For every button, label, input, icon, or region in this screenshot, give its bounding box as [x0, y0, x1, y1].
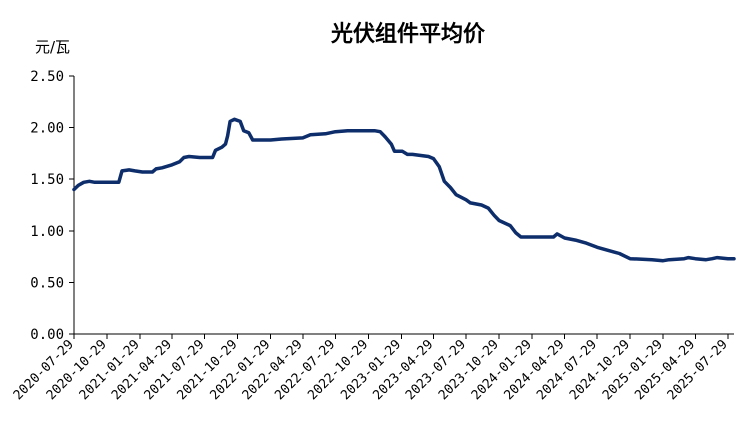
y-tick-label: 0.00 [30, 327, 64, 343]
y-tick-label: 2.50 [30, 69, 64, 85]
chart-title: 光伏组件平均价 [330, 21, 486, 47]
series-group [72, 117, 736, 263]
y-tick-label: 0.50 [30, 275, 64, 291]
price-series-line [72, 117, 736, 263]
y-axis-unit-label: 元/瓦 [35, 38, 70, 56]
y-tick-label: 2.00 [30, 121, 64, 137]
y-tick-label: 1.50 [30, 172, 64, 188]
x-axis: 2020-07-292020-10-292021-01-292021-04-29… [11, 333, 734, 403]
y-tick-label: 1.00 [30, 224, 64, 240]
y-axis: 0.00 0.50 1.00 1.50 2.00 2.50 [30, 69, 75, 343]
